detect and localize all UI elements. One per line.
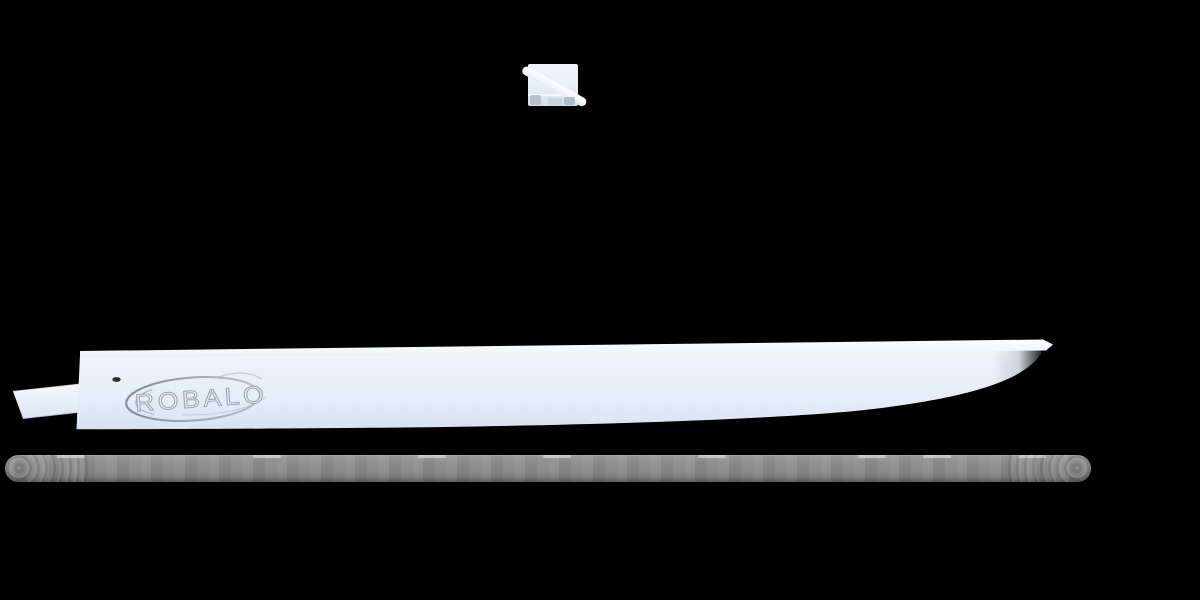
logo-inner-arc [135,388,155,415]
drain-plug-dot [112,377,121,382]
logo-under-arc [182,396,267,416]
part-detail-mid [548,98,562,105]
rub-rail-strip [5,455,1091,482]
part-detail-left [530,95,541,105]
logo-tail-arc [219,372,263,380]
rub-rail-highlight [253,455,281,458]
hull-side [76,346,1042,430]
rub-rail-highlight [698,455,726,458]
rub-rail-highlight [543,455,571,458]
rub-rail-highlight [418,455,446,458]
robalo-logo: ROBALO [125,372,269,423]
rub-rail-highlight [923,455,951,458]
gunwale-cap [80,339,1053,358]
rub-rail-highlight [858,455,886,458]
logo-swoosh-ellipse [125,375,261,423]
part-deck-line [528,94,578,96]
rub-rail-highlight [1018,455,1046,458]
floating-console-part [520,64,588,108]
part-detail-right [564,97,575,105]
swim-platform [12,382,87,419]
rub-rail-highlight [57,455,85,458]
